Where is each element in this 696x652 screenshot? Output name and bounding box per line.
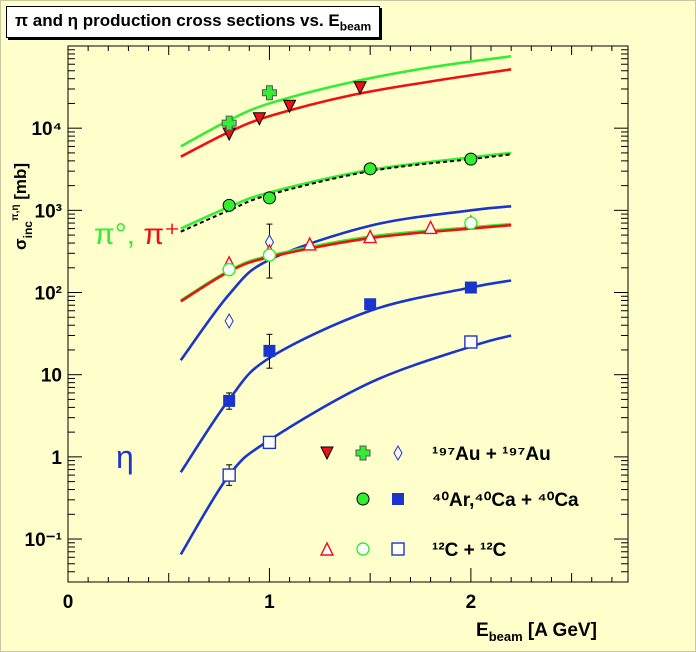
legend-cc-text: ¹²C + ¹²C <box>432 540 507 561</box>
curve-arca_green <box>180 151 512 230</box>
marker-arca_eta <box>364 298 377 311</box>
curve-arca_eta_fit <box>179 205 512 361</box>
legend-au-text: ¹⁹⁷Au + ¹⁹⁷Au <box>432 444 551 465</box>
marker-au_piplus <box>221 115 237 131</box>
legend-markers <box>319 444 405 556</box>
marker-au_piplus <box>261 85 277 101</box>
marker-cc_piplus <box>262 248 277 262</box>
y-axis-label: σincπ,η [mb] <box>10 163 35 250</box>
y-tick-label: 1 <box>51 448 62 469</box>
marker-au_pi0 <box>282 99 297 114</box>
y-tick-label: 10² <box>35 284 62 305</box>
marker-arca_eta <box>464 281 477 294</box>
plot-area <box>67 45 629 583</box>
y-tick-label: 10⁴ <box>31 119 62 140</box>
legend-key-square-open <box>391 542 405 556</box>
marker-arca_eta <box>263 344 276 357</box>
legend-key-cross <box>355 445 371 461</box>
marker-cc_pi0 <box>302 236 317 251</box>
legend-key-diamond-open <box>393 444 403 462</box>
legend-arca-text: ⁴⁰Ar,⁴⁰Ca + ⁴⁰Ca <box>432 490 579 511</box>
chart-title-sub: beam <box>339 19 372 34</box>
marker-arca_eta <box>223 394 236 407</box>
marker-cc_eta <box>464 335 478 349</box>
marker-arca_pi <box>363 162 377 176</box>
marker-au_eta <box>224 313 234 330</box>
marker-arca_pi <box>464 152 478 166</box>
x-tick-label: 0 <box>63 592 74 613</box>
data-markers <box>221 81 479 482</box>
legend-key-square-filled <box>392 493 404 505</box>
marker-cc_eta <box>222 468 236 482</box>
x-tick-label: 1 <box>264 592 275 613</box>
curve-arca_dash <box>180 153 512 233</box>
marker-cc_pi0 <box>423 219 438 235</box>
legend-key-triangle-up-open <box>319 541 335 556</box>
legend-key-triangle-down-filled <box>320 446 334 461</box>
y-tick-label: 10³ <box>35 201 62 222</box>
marker-cc_piplus <box>464 216 478 230</box>
marker-au_pi0 <box>353 81 367 95</box>
chart-title: π and η production cross sections vs. Eb… <box>6 6 381 39</box>
eta-label: η <box>116 439 134 475</box>
marker-cc_pi0 <box>363 228 378 244</box>
y-tick-label: 10⁻¹ <box>25 530 63 551</box>
x-tick-label: 2 <box>466 592 477 613</box>
axis-ticks: 0 1 2 10⁻¹ 1 10 10² 10³ 10⁴ <box>25 46 628 613</box>
marker-arca_pi <box>222 198 236 212</box>
marker-arca_pi <box>262 191 276 205</box>
pi-label: π°, π⁺ <box>94 218 180 251</box>
y-tick-label: 10 <box>41 366 62 387</box>
marker-cc_eta <box>262 435 277 450</box>
marker-au_pi0 <box>252 112 267 126</box>
chart-title-text: π and η production cross sections vs. E <box>15 11 340 30</box>
x-axis-label: Ebeam [A GeV] <box>476 620 597 644</box>
legend-key-circle-filled <box>356 492 370 506</box>
legend-key-circle-open <box>356 542 370 556</box>
marker-cc_piplus <box>222 262 236 277</box>
